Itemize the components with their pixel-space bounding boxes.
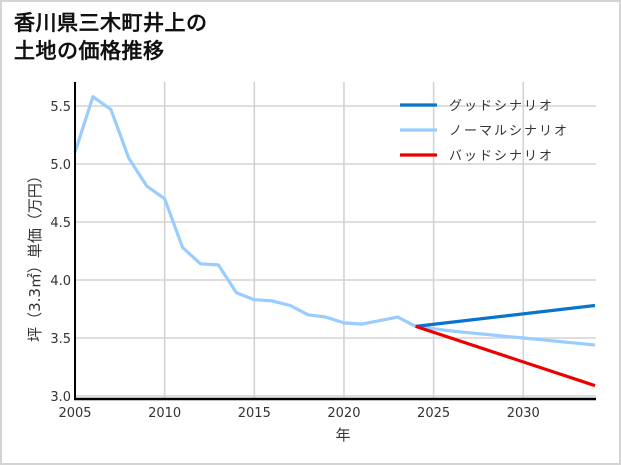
legend-label: バッドシナリオ <box>449 149 554 164</box>
x-tick-label: 2030 <box>507 406 540 421</box>
y-axis-label: 坪（3.3㎡）単価（万円） <box>26 168 44 342</box>
y-tick-label: 4.5 <box>50 216 71 231</box>
y-tick-label: 3.5 <box>50 332 71 347</box>
x-tick-label: 2005 <box>58 406 91 421</box>
title-line-2: 土地の価格推移 <box>14 39 165 63</box>
legend-label: ノーマルシナリオ <box>449 124 569 139</box>
data-lines <box>73 95 596 388</box>
y-tick-label: 4.0 <box>50 274 71 289</box>
series-line <box>415 324 596 388</box>
x-tick-label: 2025 <box>417 406 450 421</box>
title-line-1: 香川県三木町井上の <box>14 11 208 35</box>
x-tick-label: 2010 <box>148 406 181 421</box>
y-tick-label: 5.5 <box>50 100 71 115</box>
series-line <box>73 95 596 347</box>
y-tick-label: 3.0 <box>50 390 71 405</box>
y-tick-label: 5.0 <box>50 158 71 173</box>
x-tick-label: 2020 <box>327 406 360 421</box>
x-tick-label: 2015 <box>238 406 271 421</box>
series-line <box>415 303 596 328</box>
x-axis-label: 年 <box>335 426 350 444</box>
tick-labels: 3.0 3.5 4.0 4.5 5.0 5.5 2005 2010 2015 2020 2025 20… <box>50 100 539 421</box>
legend-label: グッドシナリオ <box>449 99 554 114</box>
chart-title: 香川県三木町井上の 土地の価格推移 <box>14 9 208 65</box>
